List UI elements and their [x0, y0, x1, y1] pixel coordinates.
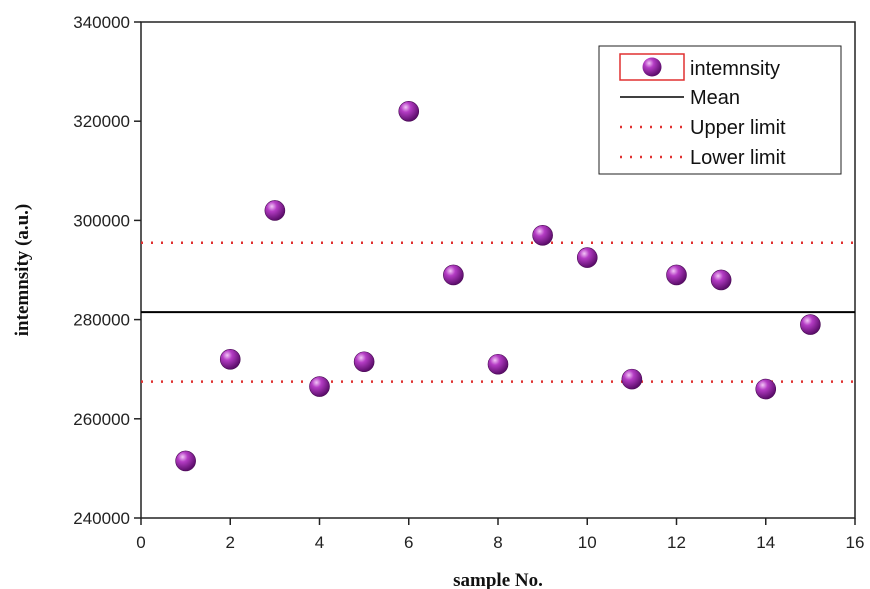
y-tick-label: 320000 — [73, 112, 130, 131]
data-point — [353, 351, 375, 373]
x-tick-label: 14 — [756, 533, 775, 552]
x-tick-label: 16 — [846, 533, 865, 552]
x-tick-label: 2 — [226, 533, 235, 552]
legend-marker-intensity — [642, 57, 662, 77]
x-tick-label: 0 — [136, 533, 145, 552]
reference-lines — [141, 241, 855, 383]
data-point — [666, 264, 687, 286]
y-axis: 240000 260000 280000 300000 320000 340000 — [73, 13, 141, 528]
data-points — [175, 100, 821, 472]
data-point — [710, 269, 732, 291]
y-tick-label: 280000 — [73, 311, 130, 330]
legend: intemnsity Mean Upper limit Lower limit — [598, 45, 842, 175]
data-point — [487, 353, 509, 375]
x-tick-label: 10 — [578, 533, 597, 552]
legend-label-lower-limit: Lower limit — [690, 147, 786, 169]
data-point — [576, 247, 598, 268]
data-point — [621, 368, 643, 390]
y-tick-label: 240000 — [73, 509, 130, 528]
x-axis: 0 2 4 6 8 10 12 14 16 — [136, 518, 864, 552]
data-point — [264, 200, 286, 221]
legend-box — [598, 45, 842, 175]
data-point — [219, 348, 241, 370]
data-point — [800, 314, 821, 335]
data-point — [532, 224, 553, 246]
y-axis-title: intemnsity (a.u.) — [12, 204, 33, 336]
data-point — [175, 450, 196, 472]
y-tick-label: 300000 — [73, 211, 130, 230]
data-point — [443, 264, 464, 286]
legend-label-intensity: intemnsity — [690, 58, 780, 80]
legend-label-upper-limit: Upper limit — [690, 117, 786, 139]
legend-marker-frame — [619, 53, 685, 81]
x-tick-label: 6 — [404, 533, 413, 552]
data-point — [755, 378, 777, 400]
x-axis-title: sample No. — [453, 570, 543, 589]
x-tick-label: 4 — [315, 533, 324, 552]
y-tick-label: 340000 — [73, 13, 130, 32]
x-tick-label: 8 — [493, 533, 502, 552]
data-point — [309, 376, 330, 397]
legend-label-mean: Mean — [690, 87, 740, 109]
x-tick-label: 12 — [667, 533, 686, 552]
y-tick-label: 260000 — [73, 410, 130, 429]
data-point — [398, 100, 420, 122]
